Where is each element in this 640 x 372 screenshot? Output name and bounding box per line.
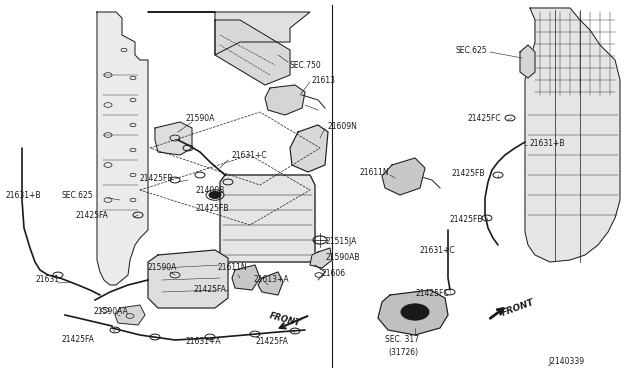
Text: 21590A: 21590A — [185, 113, 214, 122]
Polygon shape — [265, 85, 305, 115]
Polygon shape — [148, 12, 310, 55]
Text: (31726): (31726) — [388, 347, 418, 356]
Circle shape — [407, 307, 423, 317]
Polygon shape — [220, 175, 315, 262]
Text: 21613: 21613 — [312, 76, 336, 84]
Polygon shape — [215, 20, 290, 85]
Text: 21609N: 21609N — [327, 122, 357, 131]
Text: 21590AA: 21590AA — [93, 308, 128, 317]
Text: 21631+B: 21631+B — [530, 138, 566, 148]
Text: 21631+C: 21631+C — [420, 246, 456, 254]
Text: 21425FA: 21425FA — [255, 337, 288, 346]
Text: FRONT: FRONT — [500, 298, 535, 318]
Text: 21425FC: 21425FC — [415, 289, 449, 298]
Text: 21631+B: 21631+B — [5, 190, 40, 199]
Text: 21515JA: 21515JA — [325, 237, 356, 247]
Polygon shape — [525, 8, 620, 262]
Text: 21606: 21606 — [322, 269, 346, 278]
Polygon shape — [290, 125, 328, 172]
Text: 21631+C: 21631+C — [232, 151, 268, 160]
Text: 21425FB: 21425FB — [195, 203, 228, 212]
Polygon shape — [378, 290, 448, 335]
Polygon shape — [310, 248, 332, 268]
Polygon shape — [382, 158, 425, 195]
Text: SEC.625: SEC.625 — [62, 190, 93, 199]
Text: FRONT: FRONT — [268, 311, 301, 328]
Polygon shape — [520, 45, 535, 78]
Circle shape — [209, 192, 221, 199]
Text: 21425FB: 21425FB — [450, 215, 483, 224]
Text: 21631: 21631 — [35, 276, 59, 285]
Text: 21425FB: 21425FB — [452, 169, 486, 177]
Text: 21425FC: 21425FC — [467, 113, 500, 122]
Text: 21590A: 21590A — [148, 263, 177, 273]
Text: 21425FA: 21425FA — [193, 285, 226, 295]
Text: SEC.750: SEC.750 — [290, 61, 322, 70]
Polygon shape — [232, 265, 260, 290]
Text: J2140339: J2140339 — [548, 357, 584, 366]
Text: 21425FA: 21425FA — [75, 211, 108, 219]
Polygon shape — [97, 12, 148, 285]
Polygon shape — [258, 272, 283, 295]
Text: 21611N: 21611N — [360, 167, 390, 176]
Circle shape — [401, 304, 429, 320]
Text: 21631+A: 21631+A — [185, 337, 221, 346]
Text: 21400B: 21400B — [195, 186, 224, 195]
Polygon shape — [148, 250, 228, 308]
Polygon shape — [115, 305, 145, 325]
Text: SEC.625: SEC.625 — [455, 45, 486, 55]
Text: 21425FB: 21425FB — [140, 173, 173, 183]
Polygon shape — [155, 122, 192, 155]
Text: 21613+A: 21613+A — [253, 276, 289, 285]
Text: 21425FA: 21425FA — [62, 336, 95, 344]
Text: SEC. 317: SEC. 317 — [385, 336, 419, 344]
Text: 21590AB: 21590AB — [325, 253, 360, 263]
Text: 21611N: 21611N — [218, 263, 248, 273]
